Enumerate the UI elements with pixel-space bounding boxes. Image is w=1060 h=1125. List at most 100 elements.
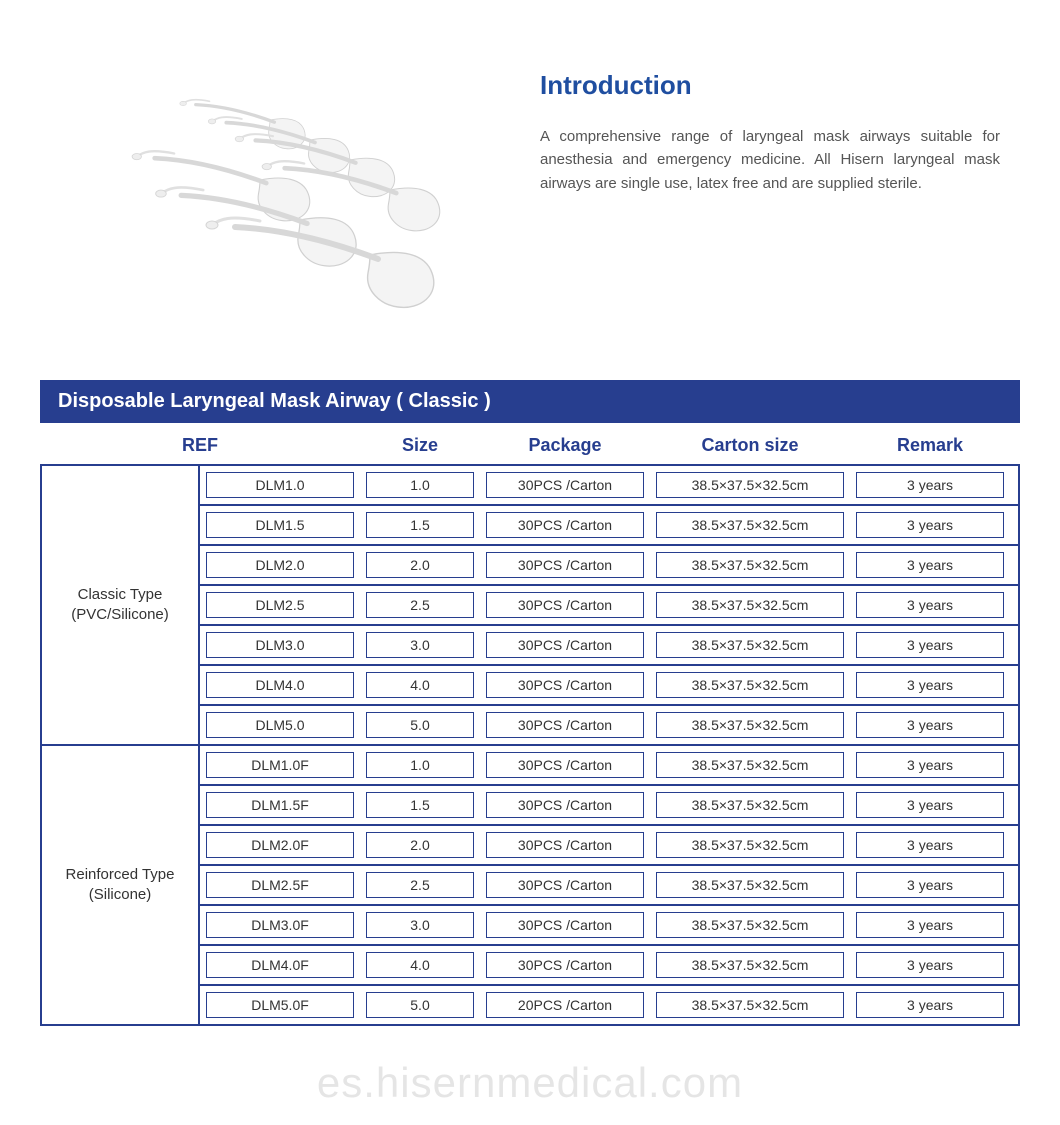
cell-size: 2.0 bbox=[366, 552, 474, 578]
table-row: DLM4.0F 4.0 30PCS /Carton 38.5×37.5×32.5cm 3… bbox=[200, 946, 1020, 986]
product-image bbox=[60, 60, 480, 320]
cell-carton: 38.5×37.5×32.5cm bbox=[656, 632, 844, 658]
cell-package: 30PCS /Carton bbox=[486, 912, 644, 938]
cell-carton: 38.5×37.5×32.5cm bbox=[656, 792, 844, 818]
cell-carton: 38.5×37.5×32.5cm bbox=[656, 512, 844, 538]
col-header-size: Size bbox=[360, 435, 480, 456]
table-row: DLM4.0 4.0 30PCS /Carton 38.5×37.5×32.5cm 3 … bbox=[200, 666, 1020, 706]
table-row: DLM1.0 1.0 30PCS /Carton 38.5×37.5×32.5cm 3 … bbox=[200, 466, 1020, 506]
cell-carton: 38.5×37.5×32.5cm bbox=[656, 712, 844, 738]
cell-remark: 3 years bbox=[856, 872, 1004, 898]
group-rows: DLM1.0F 1.0 30PCS /Carton 38.5×37.5×32.5cm 3… bbox=[200, 746, 1020, 1024]
cell-remark: 3 years bbox=[856, 792, 1004, 818]
cell-size: 4.0 bbox=[366, 672, 474, 698]
spec-table: Classic Type(PVC/Silicone)DLM1.01.030PCS… bbox=[40, 464, 1020, 1026]
col-header-ref: REF bbox=[40, 435, 360, 456]
table-row: DLM2.52.530PCS /Carton38.5×37.5×32.5cm3 … bbox=[200, 586, 1020, 626]
cell-carton: 38.5×37.5×32.5cm bbox=[656, 952, 844, 978]
cell-size: 2.5 bbox=[366, 872, 474, 898]
cell-ref: DLM2.5F bbox=[206, 872, 354, 898]
col-header-carton: Carton size bbox=[650, 435, 850, 456]
table-row: DLM3.0F 3.0 30PCS /Carton 38.5×37.5×32.5cm 3… bbox=[200, 906, 1020, 946]
table-row: DLM3.0 3.0 30PCS /Carton 38.5×37.5×32.5cm 3 … bbox=[200, 626, 1020, 666]
cell-package: 30PCS /Carton bbox=[486, 672, 644, 698]
cell-size: 2.0 bbox=[366, 832, 474, 858]
cell-remark: 3 years bbox=[856, 992, 1004, 1018]
cell-remark: 3 years bbox=[856, 512, 1004, 538]
group-label-line: (PVC/Silicone) bbox=[71, 605, 169, 625]
cell-size: 2.5 bbox=[366, 592, 474, 618]
table-group: Classic Type(PVC/Silicone)DLM1.01.030PCS… bbox=[40, 464, 1020, 744]
cell-ref: DLM2.0F bbox=[206, 832, 354, 858]
cell-carton: 38.5×37.5×32.5cm bbox=[656, 472, 844, 498]
cell-carton: 38.5×37.5×32.5cm bbox=[656, 592, 844, 618]
cell-package: 30PCS /Carton bbox=[486, 832, 644, 858]
cell-carton: 38.5×37.5×32.5cm bbox=[656, 752, 844, 778]
cell-size: 1.0 bbox=[366, 472, 474, 498]
cell-package: 30PCS /Carton bbox=[486, 472, 644, 498]
table-column-headers: REF Size Package Carton size Remark bbox=[40, 423, 1020, 464]
cell-ref: DLM2.0 bbox=[206, 552, 354, 578]
cell-remark: 3 years bbox=[856, 472, 1004, 498]
cell-ref: DLM5.0 bbox=[206, 712, 354, 738]
cell-package: 30PCS /Carton bbox=[486, 872, 644, 898]
cell-size: 1.5 bbox=[366, 792, 474, 818]
cell-carton: 38.5×37.5×32.5cm bbox=[656, 552, 844, 578]
cell-size: 5.0 bbox=[366, 712, 474, 738]
cell-ref: DLM2.5 bbox=[206, 592, 354, 618]
cell-ref: DLM1.0F bbox=[206, 752, 354, 778]
group-label-line: Reinforced Type bbox=[66, 865, 175, 885]
cell-ref: DLM1.5 bbox=[206, 512, 354, 538]
group-label-line: (Silicone) bbox=[89, 885, 152, 905]
group-label-line: Classic Type bbox=[78, 585, 163, 605]
cell-remark: 3 years bbox=[856, 952, 1004, 978]
cell-ref: DLM4.0 bbox=[206, 672, 354, 698]
cell-ref: DLM1.5F bbox=[206, 792, 354, 818]
col-header-remark: Remark bbox=[850, 435, 1010, 456]
cell-package: 30PCS /Carton bbox=[486, 752, 644, 778]
cell-size: 3.0 bbox=[366, 912, 474, 938]
col-header-package: Package bbox=[480, 435, 650, 456]
intro-body: A comprehensive range of laryngeal mask … bbox=[540, 125, 1000, 195]
cell-remark: 3 years bbox=[856, 632, 1004, 658]
cell-package: 30PCS /Carton bbox=[486, 512, 644, 538]
cell-remark: 3 years bbox=[856, 672, 1004, 698]
intro-heading: Introduction bbox=[540, 70, 1000, 101]
table-row: DLM1.5F 1.5 30PCS /Carton 38.5×37.5×32.5cm 3… bbox=[200, 786, 1020, 826]
cell-carton: 38.5×37.5×32.5cm bbox=[656, 672, 844, 698]
cell-carton: 38.5×37.5×32.5cm bbox=[656, 832, 844, 858]
cell-ref: DLM1.0 bbox=[206, 472, 354, 498]
cell-ref: DLM3.0 bbox=[206, 632, 354, 658]
cell-size: 1.5 bbox=[366, 512, 474, 538]
cell-carton: 38.5×37.5×32.5cm bbox=[656, 992, 844, 1018]
table-row: DLM2.5F 2.5 30PCS /Carton 38.5×37.5×32.5cm 3… bbox=[200, 866, 1020, 906]
cell-package: 30PCS /Carton bbox=[486, 952, 644, 978]
cell-size: 3.0 bbox=[366, 632, 474, 658]
table-row: DLM5.0 5.0 30PCS /Carton 38.5×37.5×32.5cm 3 … bbox=[200, 706, 1020, 744]
cell-carton: 38.5×37.5×32.5cm bbox=[656, 872, 844, 898]
cell-ref: DLM4.0F bbox=[206, 952, 354, 978]
table-group: Reinforced Type(Silicone)DLM1.0F1.030PCS… bbox=[40, 744, 1020, 1026]
cell-size: 1.0 bbox=[366, 752, 474, 778]
cell-remark: 3 years bbox=[856, 912, 1004, 938]
cell-package: 30PCS /Carton bbox=[486, 592, 644, 618]
cell-package: 30PCS /Carton bbox=[486, 712, 644, 738]
cell-ref: DLM3.0F bbox=[206, 912, 354, 938]
laryngeal-masks-icon bbox=[60, 60, 480, 320]
group-rows: DLM1.0 1.0 30PCS /Carton 38.5×37.5×32.5cm 3 … bbox=[200, 466, 1020, 744]
cell-package: 30PCS /Carton bbox=[486, 632, 644, 658]
cell-package: 30PCS /Carton bbox=[486, 792, 644, 818]
table-row: DLM2.0F 2.0 30PCS /Carton 38.5×37.5×32.5cm 3… bbox=[200, 826, 1020, 866]
cell-carton: 38.5×37.5×32.5cm bbox=[656, 912, 844, 938]
cell-size: 4.0 bbox=[366, 952, 474, 978]
cell-remark: 3 years bbox=[856, 832, 1004, 858]
watermark: es.hisernmedical.com bbox=[0, 1059, 1060, 1107]
table-row: DLM1.0F 1.0 30PCS /Carton 38.5×37.5×32.5cm 3… bbox=[200, 746, 1020, 786]
cell-remark: 3 years bbox=[856, 552, 1004, 578]
cell-remark: 3 years bbox=[856, 752, 1004, 778]
cell-ref: DLM5.0F bbox=[206, 992, 354, 1018]
cell-remark: 3 years bbox=[856, 712, 1004, 738]
group-label: Reinforced Type(Silicone) bbox=[40, 746, 200, 1024]
group-label: Classic Type(PVC/Silicone) bbox=[40, 466, 200, 744]
table-banner: Disposable Laryngeal Mask Airway ( Class… bbox=[40, 380, 1020, 423]
